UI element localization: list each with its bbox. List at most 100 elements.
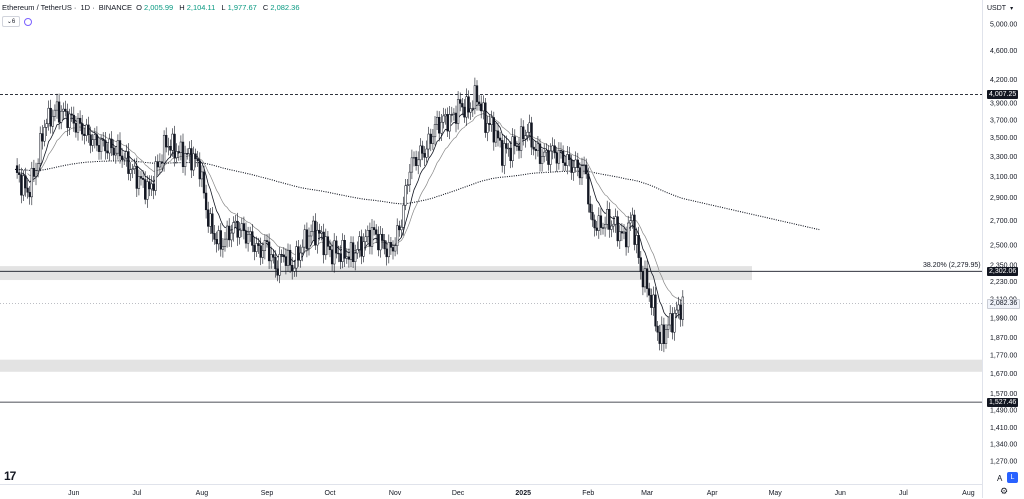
candle-body	[379, 233, 382, 251]
time-tick-label: 2025	[515, 490, 531, 497]
candle-body	[301, 246, 304, 254]
candle-body	[620, 231, 624, 234]
price-tick-label: 4,600.00	[990, 48, 1017, 55]
open-label: O	[136, 3, 142, 12]
candle-body	[85, 124, 88, 136]
close-value: 2,082.36	[270, 3, 300, 12]
candle-body	[488, 123, 491, 125]
candle-body	[622, 231, 626, 234]
candle-body	[549, 150, 552, 165]
candle-body	[509, 147, 512, 161]
candle-body	[358, 236, 361, 250]
candle-body	[398, 225, 401, 231]
candle-body	[595, 227, 598, 231]
candle-body	[173, 133, 176, 159]
candle-body	[72, 114, 75, 124]
close-label: C	[262, 3, 269, 12]
candle-body	[345, 256, 348, 259]
currency-selector[interactable]: USDT ▾	[987, 5, 1013, 12]
candle-body	[463, 106, 466, 118]
candle-body	[444, 114, 447, 117]
candles	[15, 77, 684, 353]
candle-body	[585, 164, 588, 175]
candle-body	[372, 227, 376, 231]
candle-body	[36, 163, 40, 171]
candle-body	[278, 254, 281, 276]
candle-body	[125, 151, 128, 159]
timeframe[interactable]: 1D	[80, 3, 91, 12]
candle-body	[322, 231, 325, 256]
candle-body	[51, 116, 54, 127]
indicators-row: ⌄ 6	[2, 16, 32, 27]
candle-body	[39, 133, 42, 164]
candle-body	[246, 234, 250, 244]
candle-body	[410, 157, 414, 173]
candle-body	[412, 157, 416, 159]
indicators-toggle[interactable]: ⌄ 6	[2, 16, 20, 27]
candle-body	[165, 134, 168, 148]
candle-body	[120, 155, 124, 160]
candle-body	[404, 185, 407, 206]
candle-body	[274, 257, 277, 270]
price-tick-label: 3,100.00	[990, 174, 1017, 181]
chevron-down-icon: ▾	[1010, 6, 1014, 12]
candle-body	[429, 133, 432, 144]
candle-body	[641, 271, 645, 288]
auto-scale-button[interactable]: A	[997, 474, 1003, 483]
candle-body	[64, 108, 67, 112]
candle-body	[299, 252, 302, 261]
candle-body	[81, 123, 84, 135]
candle-body	[265, 240, 269, 243]
candle-body	[519, 126, 523, 151]
candle-body	[442, 115, 445, 123]
candle-body	[190, 148, 193, 171]
candle-body	[643, 268, 647, 288]
candle-body	[186, 153, 189, 155]
tradingview-logo[interactable]: 17	[4, 469, 16, 483]
candle-body	[18, 172, 21, 175]
candle-body	[160, 161, 164, 164]
candle-body	[425, 148, 428, 158]
candle-body	[200, 171, 204, 180]
candle-body	[589, 203, 592, 213]
candle-body	[568, 154, 571, 160]
candle-body	[486, 123, 489, 133]
candle-body	[452, 112, 456, 115]
candle-body	[112, 147, 115, 156]
candle-body	[144, 179, 147, 200]
candle-body	[658, 331, 661, 344]
candle-body	[389, 242, 393, 248]
fib-level-label[interactable]: 38.20% (2,279.95)	[923, 262, 981, 270]
log-scale-button[interactable]: L	[1007, 472, 1018, 483]
gear-icon[interactable]: ⚙	[1000, 486, 1009, 496]
price-axis[interactable]	[982, 0, 1024, 498]
time-tick-label: Jul	[132, 490, 141, 497]
time-tick-label: Jun	[835, 490, 846, 497]
pair-name[interactable]: Ethereum / TetherUS	[2, 3, 72, 12]
candle-body	[349, 242, 353, 260]
price-tick-label: 2,900.00	[990, 195, 1017, 202]
candle-body	[360, 236, 363, 257]
candle-body	[202, 171, 206, 194]
fib-price-tag: 2,302.06	[987, 266, 1019, 276]
time-tick-label: Jun	[68, 490, 79, 497]
candle-body	[156, 161, 159, 168]
candle-body	[238, 229, 241, 238]
candle-body	[188, 148, 191, 154]
candle-body	[139, 176, 143, 179]
eye-icon[interactable]	[24, 17, 32, 26]
candle-body	[286, 249, 290, 266]
candle-body	[183, 153, 187, 167]
candle-body	[503, 143, 506, 166]
candle-body	[204, 192, 208, 211]
price-tick-label: 2,700.00	[990, 218, 1017, 225]
candle-body	[354, 252, 357, 262]
candle-body	[244, 230, 248, 244]
time-axis[interactable]	[0, 484, 982, 499]
last-price-tag: 2,082.36	[987, 298, 1021, 309]
price-tick-label: 3,300.00	[990, 154, 1017, 161]
candle-body	[303, 229, 306, 248]
candle-body	[419, 145, 422, 161]
candle-body	[284, 256, 288, 266]
